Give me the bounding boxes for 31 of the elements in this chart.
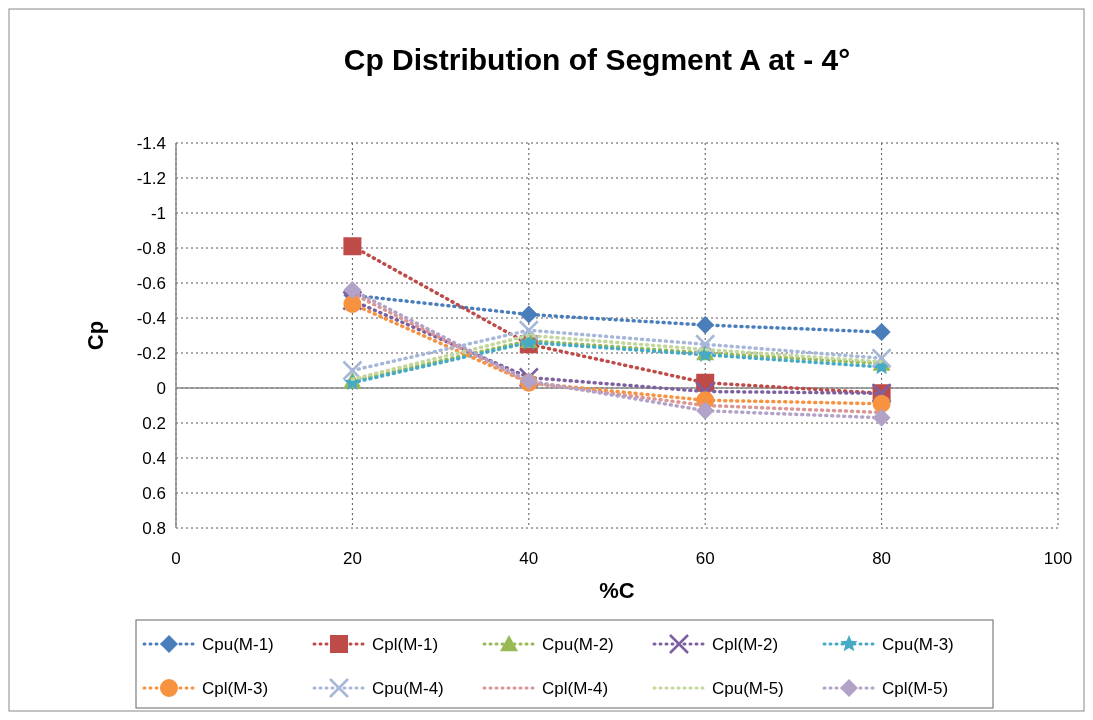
y-tick-label: -0.8 — [136, 239, 166, 258]
y-tick-label: 0 — [156, 379, 166, 398]
x-tick-label: 0 — [171, 549, 181, 568]
legend-label: Cpl(M-3) — [202, 679, 269, 698]
legend-label: Cpu(M-5) — [712, 679, 784, 698]
y-axis-title: Cp — [83, 320, 108, 351]
legend-label: Cpl(M-4) — [542, 679, 609, 698]
x-tick-label: 20 — [342, 549, 362, 568]
y-tick-label: -0.4 — [136, 309, 166, 328]
y-tick-label: -1.2 — [136, 169, 166, 188]
legend-label: Cpu(M-1) — [202, 635, 274, 654]
legend-label: Cpl(M-5) — [882, 679, 949, 698]
x-tick-label: 80 — [872, 549, 892, 568]
y-tick-label: -1 — [150, 204, 166, 223]
chart-title: Cp Distribution of Segment A at - 4° — [343, 43, 851, 76]
y-tick-label: -0.2 — [136, 344, 166, 363]
legend-label: Cpl(M-1) — [372, 635, 439, 654]
y-tick-label: 0.2 — [142, 414, 166, 433]
x-axis-title: %C — [599, 578, 635, 603]
y-tick-label: 0.6 — [142, 484, 166, 503]
legend-label: Cpl(M-2) — [712, 635, 779, 654]
y-tick-label: 0.8 — [142, 519, 166, 538]
legend-label: Cpu(M-3) — [882, 635, 954, 654]
legend-label: Cpu(M-4) — [372, 679, 444, 698]
y-tick-label: -1.4 — [136, 134, 166, 153]
x-tick-label: 40 — [519, 549, 539, 568]
y-tick-label: 0.4 — [142, 449, 166, 468]
legend-label: Cpu(M-2) — [542, 635, 614, 654]
x-tick-label: 100 — [1043, 549, 1073, 568]
y-tick-label: -0.6 — [136, 274, 166, 293]
x-tick-label: 60 — [695, 549, 715, 568]
